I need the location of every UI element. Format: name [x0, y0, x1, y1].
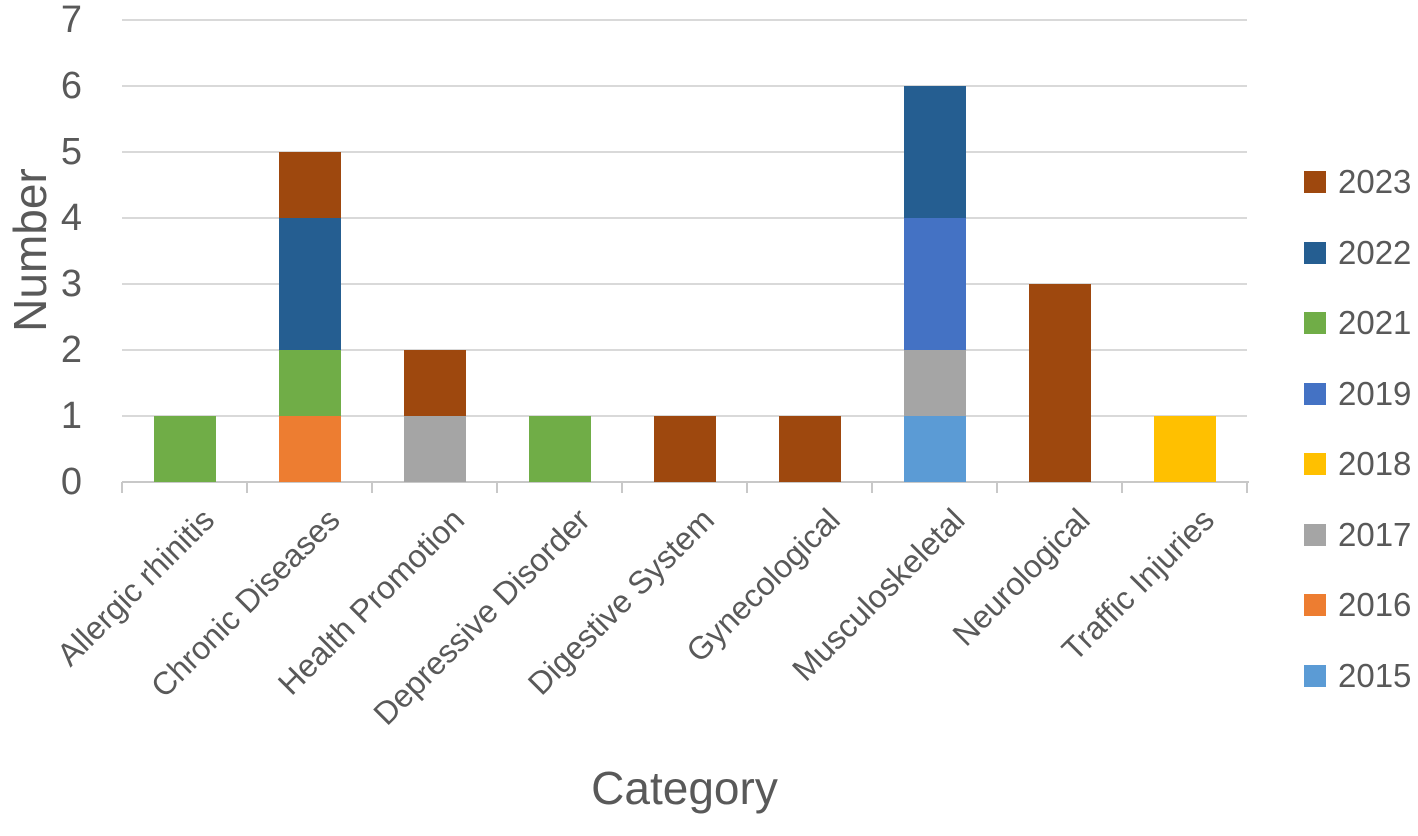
legend-swatch-2022	[1304, 241, 1326, 264]
legend-swatch-2016	[1304, 594, 1326, 616]
y-tick-label: 4	[60, 197, 82, 239]
legend-item: 2018	[1296, 444, 1418, 484]
y-tick-label: 5	[60, 131, 82, 173]
legend-label: 2021	[1338, 304, 1412, 341]
bar-segment-2018	[1153, 416, 1216, 482]
gridline	[122, 151, 1247, 153]
gridline	[122, 85, 1247, 87]
x-tick-mark	[246, 482, 248, 493]
legend-item: 2016	[1296, 585, 1418, 625]
bar-segment-2023	[1028, 284, 1091, 482]
legend-swatch-2018	[1304, 453, 1326, 475]
bar-segment-2023	[278, 152, 341, 218]
y-tick-label: 1	[60, 395, 82, 437]
x-tick-mark	[1121, 482, 1123, 493]
legend-item: 2023	[1296, 162, 1418, 202]
x-tick-mark	[496, 482, 498, 493]
x-tick-label: Depressive Disorder	[365, 501, 597, 732]
x-tick-mark	[1246, 482, 1248, 493]
bar-segment-2016	[278, 416, 341, 482]
legend-label: 2015	[1338, 656, 1412, 694]
legend-label: 2019	[1338, 374, 1412, 412]
y-tick-label: 7	[60, 0, 82, 41]
bar-segment-2017	[403, 416, 466, 482]
bar-segment-2015	[903, 416, 966, 482]
legend-label: 2022	[1338, 233, 1412, 271]
x-axis-title: Category	[591, 762, 778, 814]
legend: 2023 2022 2021 2019 2018 2017 2016 2015	[1296, 0, 1418, 836]
legend-item: 2021	[1296, 303, 1418, 343]
legend-swatch-2015	[1304, 664, 1326, 687]
legend-item: 2015	[1296, 656, 1418, 696]
y-tick-label: 6	[60, 65, 82, 107]
bar-segment-2022	[903, 86, 966, 218]
bar-segment-2023	[778, 416, 841, 482]
x-tick-mark	[871, 482, 873, 493]
legend-label: 2023	[1338, 163, 1412, 200]
legend-label: 2017	[1338, 515, 1412, 553]
bar-segment-2021	[528, 416, 591, 482]
bar-segment-2019	[903, 218, 966, 350]
legend-label: 2016	[1338, 586, 1412, 623]
gridline	[122, 349, 1247, 351]
gridline	[122, 283, 1247, 285]
legend-swatch-2017	[1304, 523, 1326, 546]
legend-item: 2017	[1296, 515, 1418, 555]
legend-swatch-2021	[1304, 312, 1326, 334]
y-tick-label: 0	[60, 461, 82, 503]
bar-segment-2023	[653, 416, 716, 482]
x-tick-mark	[746, 482, 748, 493]
legend-item: 2019	[1296, 374, 1418, 414]
y-tick-label: 2	[60, 329, 82, 371]
bar-segment-2021	[278, 350, 341, 416]
bar-segment-2017	[903, 350, 966, 416]
x-tick-mark	[996, 482, 998, 493]
x-tick-mark	[621, 482, 623, 493]
x-axis-line	[122, 481, 1249, 483]
x-tick-mark	[121, 482, 123, 493]
gridline	[122, 217, 1247, 219]
x-tick-mark	[371, 482, 373, 493]
bar-segment-2022	[278, 218, 341, 350]
legend-item: 2022	[1296, 233, 1418, 273]
y-tick-label: 3	[60, 263, 82, 305]
bar-segment-2021	[153, 416, 216, 482]
bar-segment-2023	[403, 350, 466, 416]
legend-label: 2018	[1338, 445, 1412, 482]
legend-swatch-2019	[1304, 382, 1326, 405]
legend-swatch-2023	[1304, 171, 1326, 193]
gridline	[122, 19, 1247, 21]
